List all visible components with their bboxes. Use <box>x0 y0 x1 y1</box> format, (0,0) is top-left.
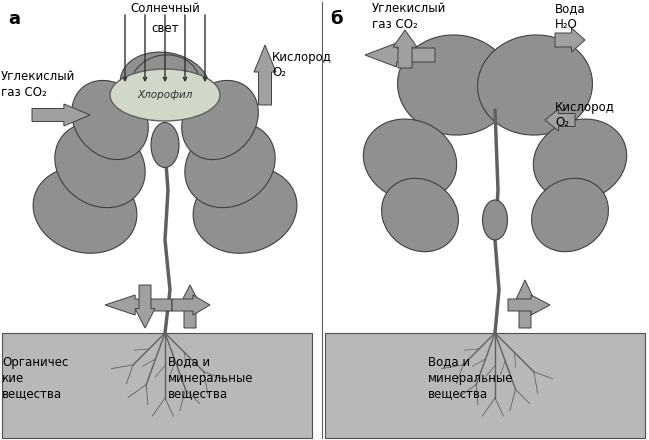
Text: Вода
Н₂О: Вода Н₂О <box>555 2 585 31</box>
Text: Хлорофил: Хлорофил <box>138 90 193 100</box>
Text: Солнечный: Солнечный <box>130 2 200 15</box>
Ellipse shape <box>193 167 297 253</box>
Text: Органичес
кие
вещества: Органичес кие вещества <box>2 356 68 400</box>
Text: Углекислый
газ СО₂: Углекислый газ СО₂ <box>372 2 447 31</box>
Text: б: б <box>330 10 343 28</box>
Polygon shape <box>32 104 90 126</box>
Ellipse shape <box>120 52 210 118</box>
Text: Углекислый
газ СО₂: Углекислый газ СО₂ <box>1 70 75 99</box>
Polygon shape <box>365 43 435 67</box>
Polygon shape <box>172 295 210 315</box>
Text: свет: свет <box>151 22 178 35</box>
Polygon shape <box>180 285 200 328</box>
Polygon shape <box>545 109 575 131</box>
Bar <box>325 333 645 438</box>
Ellipse shape <box>482 200 508 240</box>
Ellipse shape <box>532 178 608 252</box>
Polygon shape <box>135 285 155 328</box>
Text: Кислород
О₂: Кислород О₂ <box>272 51 332 80</box>
Ellipse shape <box>398 35 513 135</box>
Ellipse shape <box>185 122 275 208</box>
Ellipse shape <box>55 122 145 208</box>
Ellipse shape <box>533 119 627 201</box>
Ellipse shape <box>130 55 200 115</box>
Polygon shape <box>515 280 535 328</box>
Ellipse shape <box>363 119 457 201</box>
Polygon shape <box>105 295 172 315</box>
Ellipse shape <box>478 35 593 135</box>
Ellipse shape <box>182 81 258 160</box>
Text: Вода и
минеральные
вещества: Вода и минеральные вещества <box>168 356 254 400</box>
Polygon shape <box>393 30 417 68</box>
Polygon shape <box>508 295 550 315</box>
Ellipse shape <box>110 69 220 121</box>
Ellipse shape <box>33 167 137 253</box>
Text: Вода и
минеральные
вещества: Вода и минеральные вещества <box>428 356 513 400</box>
Ellipse shape <box>151 122 179 168</box>
Bar <box>2 333 312 438</box>
Text: Кислород
О₂: Кислород О₂ <box>555 100 615 129</box>
Ellipse shape <box>382 178 458 252</box>
Ellipse shape <box>72 81 148 160</box>
Text: а: а <box>8 10 20 28</box>
Polygon shape <box>555 28 585 52</box>
Polygon shape <box>254 45 276 105</box>
